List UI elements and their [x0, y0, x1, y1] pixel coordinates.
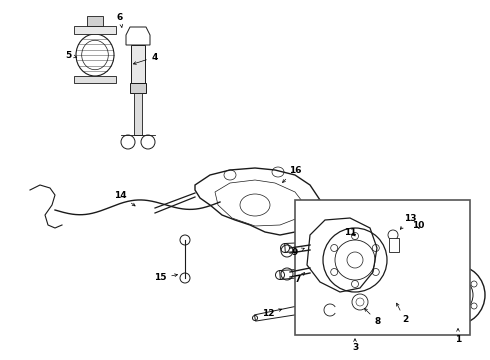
- Text: 2: 2: [396, 303, 408, 324]
- Text: 14: 14: [114, 190, 135, 206]
- Text: 3: 3: [352, 339, 358, 352]
- Text: 15: 15: [154, 274, 177, 283]
- Text: 7: 7: [295, 273, 304, 284]
- Bar: [134, 93, 142, 135]
- Text: 11: 11: [344, 228, 356, 237]
- Text: 13: 13: [400, 213, 416, 229]
- Text: 9: 9: [292, 248, 304, 257]
- Bar: [74, 76, 116, 83]
- Bar: [74, 26, 116, 34]
- Text: 1: 1: [455, 329, 461, 345]
- Bar: [130, 83, 146, 93]
- Text: 16: 16: [283, 166, 301, 183]
- Text: 4: 4: [133, 53, 158, 64]
- Text: 10: 10: [412, 220, 424, 230]
- Bar: [131, 45, 145, 83]
- Text: 8: 8: [365, 309, 381, 327]
- Bar: [389, 238, 399, 252]
- Text: 5: 5: [65, 50, 77, 59]
- Bar: [87, 16, 103, 26]
- Text: 12: 12: [262, 309, 282, 319]
- Text: 6: 6: [117, 13, 123, 27]
- Bar: [295, 200, 470, 335]
